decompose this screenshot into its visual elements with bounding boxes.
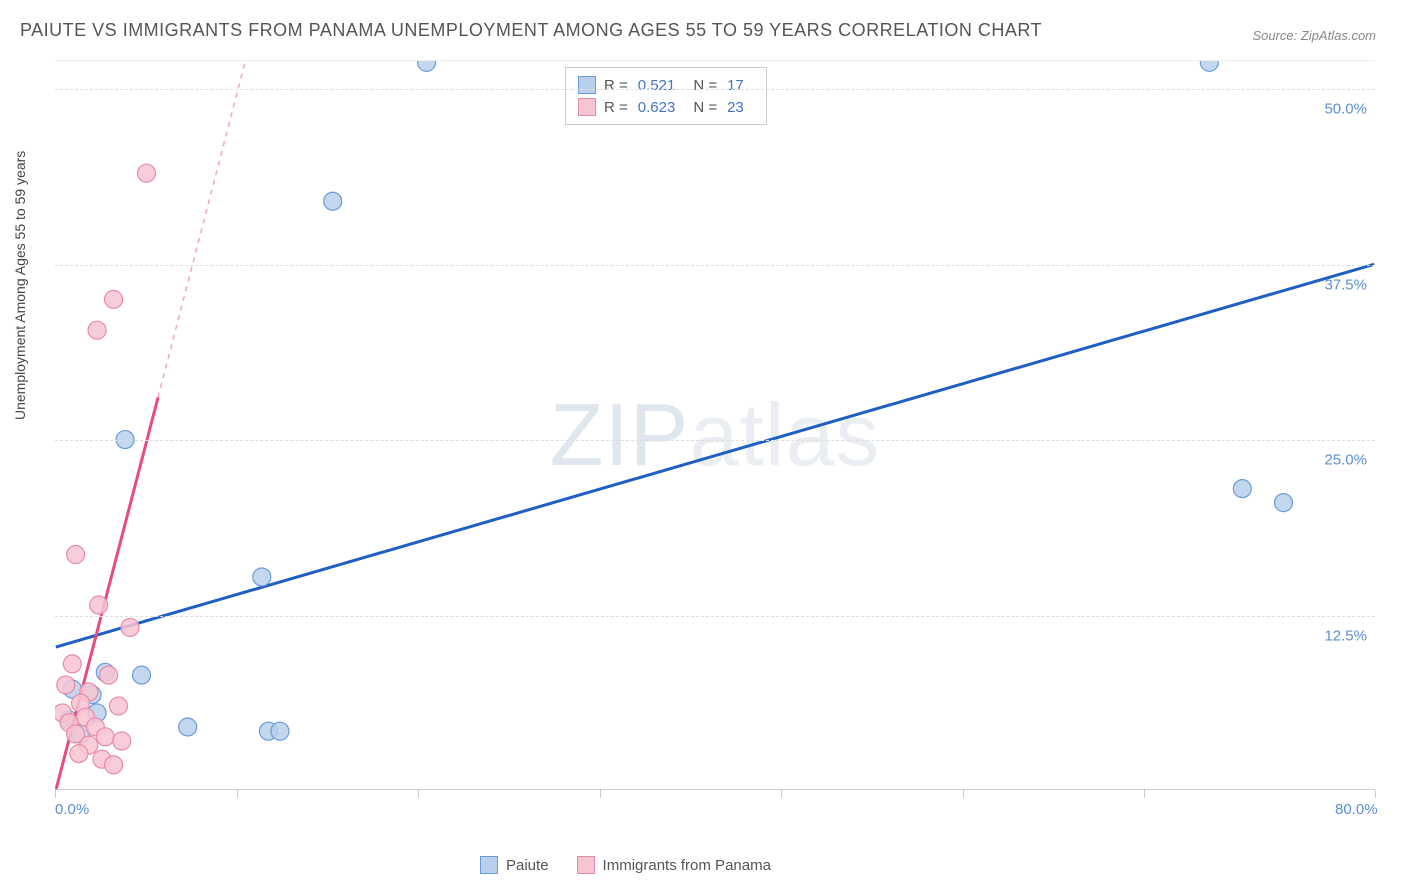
data-point: [1200, 61, 1218, 71]
data-point: [105, 290, 123, 308]
gridline: [55, 265, 1375, 266]
series-legend-item: Paiute: [480, 856, 549, 874]
data-point: [1275, 494, 1293, 512]
legend-n-value: 17: [727, 77, 744, 94]
legend-n-label: N =: [693, 77, 717, 94]
data-point: [271, 722, 289, 740]
y-tick-label: 50.0%: [1324, 101, 1367, 118]
data-point: [105, 756, 123, 774]
legend-r-label: R =: [604, 99, 628, 116]
data-point: [133, 666, 151, 684]
scatter-plot: [55, 61, 1375, 840]
data-point: [137, 164, 155, 182]
gridline: [55, 616, 1375, 617]
gridline: [55, 89, 1375, 90]
y-axis-label: Unemployment Among Ages 55 to 59 years: [12, 151, 28, 420]
data-point: [324, 192, 342, 210]
chart-area: ZIPatlas R =0.521N =17R =0.623N =23 12.5…: [55, 60, 1375, 840]
legend-swatch: [578, 98, 596, 116]
x-tick: [600, 790, 601, 798]
legend-r-label: R =: [604, 77, 628, 94]
legend-swatch: [577, 856, 595, 874]
x-tick-label: 80.0%: [1335, 801, 1378, 818]
data-point: [57, 676, 75, 694]
x-tick: [781, 790, 782, 798]
data-point: [179, 718, 197, 736]
legend-n-label: N =: [693, 99, 717, 116]
gridline: [55, 440, 1375, 441]
data-point: [253, 568, 271, 586]
data-point: [121, 618, 139, 636]
source-attribution: Source: ZipAtlas.com: [1252, 28, 1376, 43]
y-tick-label: 25.0%: [1324, 452, 1367, 469]
y-tick-label: 12.5%: [1324, 627, 1367, 644]
data-point: [67, 546, 85, 564]
y-tick-label: 37.5%: [1324, 276, 1367, 293]
series-legend-item: Immigrants from Panama: [577, 856, 771, 874]
x-tick: [963, 790, 964, 798]
data-point: [1233, 480, 1251, 498]
data-point: [418, 61, 436, 71]
data-point: [63, 655, 81, 673]
data-point: [90, 596, 108, 614]
data-point: [70, 745, 88, 763]
trend-line-ext: [158, 61, 245, 397]
series-legend-label: Paiute: [506, 857, 549, 874]
legend-r-value: 0.521: [638, 77, 676, 94]
legend-swatch: [480, 856, 498, 874]
legend-n-value: 23: [727, 99, 744, 116]
x-axis-line: [55, 789, 1375, 790]
data-point: [113, 732, 131, 750]
legend-r-value: 0.623: [638, 99, 676, 116]
data-point: [109, 697, 127, 715]
chart-title: PAIUTE VS IMMIGRANTS FROM PANAMA UNEMPLO…: [20, 20, 1042, 41]
legend-row: R = 0.521 N = 17: [578, 74, 754, 96]
legend-swatch: [578, 76, 596, 94]
x-tick: [55, 790, 56, 798]
x-tick: [237, 790, 238, 798]
data-point: [88, 321, 106, 339]
x-tick: [418, 790, 419, 798]
legend-row: R = 0.623 N = 23: [578, 96, 754, 118]
data-point: [96, 728, 114, 746]
trend-line: [56, 264, 1374, 647]
data-point: [100, 666, 118, 684]
x-tick: [1144, 790, 1145, 798]
correlation-legend: R = 0.521 N = 17 R = 0.623 N = 23: [565, 67, 767, 125]
x-tick-label: 0.0%: [55, 801, 89, 818]
x-tick: [1375, 790, 1376, 798]
series-legend-label: Immigrants from Panama: [603, 857, 771, 874]
series-legend: Paiute Immigrants from Panama: [480, 856, 771, 874]
